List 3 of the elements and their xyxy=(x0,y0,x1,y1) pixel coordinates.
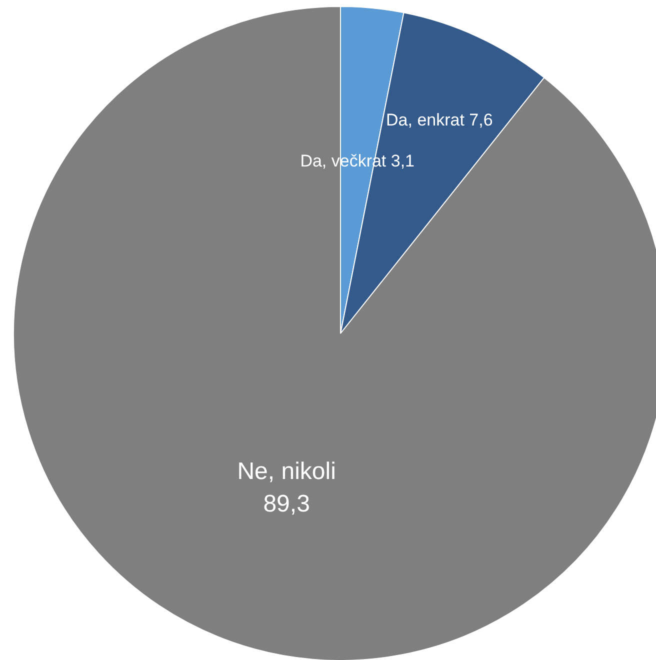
slice-label: Ne, nikoli xyxy=(237,458,336,486)
slice-label: Da, enkrat 7,6 xyxy=(386,110,493,130)
data-label: 89,3 xyxy=(263,490,310,518)
